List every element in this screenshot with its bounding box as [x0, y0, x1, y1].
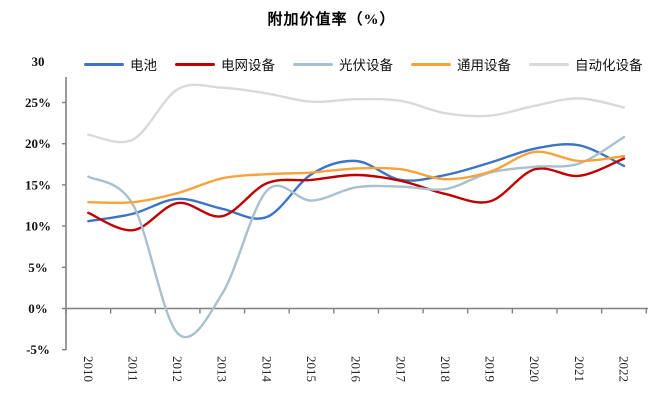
legend-label: 电网设备 [221, 58, 275, 73]
legend-swatch-icon [529, 62, 569, 66]
series-line-1 [87, 157, 626, 232]
legend-swatch-icon [411, 62, 451, 66]
legend-label: 自动化设备 [575, 58, 643, 73]
series-line-0 [87, 143, 626, 223]
legend: 电池 电网设备 光伏设备 通用设备 自动化设备 [84, 54, 643, 74]
series-line-3 [87, 150, 626, 205]
y-tick-label: 0% [28, 301, 48, 316]
y-tick-label: 25% [25, 95, 51, 110]
legend-label: 光伏设备 [339, 58, 393, 73]
legend-item-2: 光伏设备 [293, 54, 393, 74]
x-axis-label: 2011 [125, 356, 140, 382]
x-axis-label: 2020 [527, 356, 542, 382]
x-axis-label: 2014 [259, 356, 274, 383]
x-axis-label: 2010 [81, 356, 96, 382]
chart-title: 附加价值率（%） [267, 12, 396, 28]
legend-swatch-icon [293, 62, 333, 66]
series-line-2 [87, 135, 626, 339]
legend-item-3: 通用设备 [411, 54, 511, 74]
x-axis-label: 2019 [483, 356, 498, 382]
x-axis-label: 2015 [304, 356, 319, 382]
series-line-4 [87, 83, 626, 144]
legend-item-4: 自动化设备 [529, 54, 643, 74]
y-tick-label: 15% [25, 177, 51, 192]
x-axis-label: 2013 [215, 356, 230, 382]
x-axis-label: 2016 [349, 356, 364, 383]
legend-label: 通用设备 [457, 58, 511, 73]
legend-label: 电池 [130, 58, 157, 73]
y-tick-label: 5% [28, 260, 48, 275]
x-axis-label: 2017 [393, 356, 408, 383]
y-tick-label: -5% [26, 342, 50, 357]
x-axis-label: 2018 [438, 356, 453, 382]
legend-item-1: 电网设备 [175, 54, 275, 74]
x-axis-label: 2021 [572, 356, 587, 382]
x-axis-label: 2012 [170, 356, 185, 382]
legend-swatch-icon [84, 62, 124, 66]
legend-item-0: 电池 [84, 54, 157, 74]
y-tick-label: 20% [25, 136, 51, 151]
y-tick-label: 30 [32, 54, 45, 69]
x-axis-label: 2022 [616, 356, 631, 382]
y-tick-label: 10% [25, 219, 51, 234]
legend-swatch-icon [175, 62, 215, 66]
